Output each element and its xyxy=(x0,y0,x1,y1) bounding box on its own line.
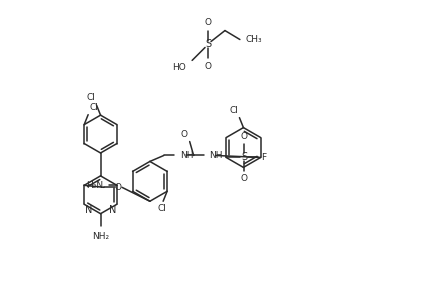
Text: Cl: Cl xyxy=(89,103,98,112)
Text: CH₃: CH₃ xyxy=(246,35,263,44)
Text: O: O xyxy=(181,130,187,139)
Text: NH: NH xyxy=(210,151,223,160)
Text: Cl: Cl xyxy=(87,93,95,102)
Text: N: N xyxy=(108,205,116,215)
Text: O: O xyxy=(204,18,211,27)
Text: HO: HO xyxy=(172,63,186,72)
Text: O: O xyxy=(240,174,248,183)
Text: O: O xyxy=(240,131,248,141)
Text: Cl: Cl xyxy=(230,106,238,115)
Text: NH₂: NH₂ xyxy=(92,232,109,240)
Text: H₂N: H₂N xyxy=(86,181,103,190)
Text: S: S xyxy=(241,153,247,162)
Text: Cl: Cl xyxy=(158,204,167,213)
Text: O: O xyxy=(204,62,211,72)
Text: S: S xyxy=(205,40,211,49)
Text: N: N xyxy=(85,205,92,215)
Text: F: F xyxy=(261,153,266,162)
Text: NH: NH xyxy=(180,151,193,160)
Text: O: O xyxy=(115,183,122,192)
